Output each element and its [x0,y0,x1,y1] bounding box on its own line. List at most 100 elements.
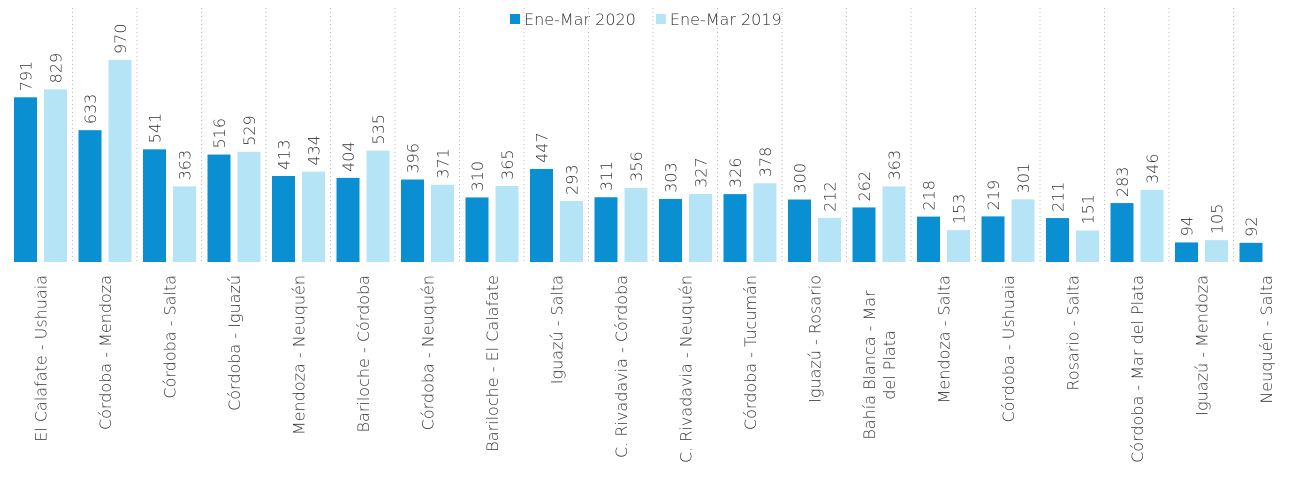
bar [366,150,390,262]
bar [465,197,489,262]
legend-swatch [510,14,520,24]
legend-swatch [655,14,666,24]
bar [237,151,261,262]
bar [78,130,102,262]
label-line: del Plata [880,330,899,400]
value-label: 529 [240,115,259,146]
value-label: 211 [1049,182,1068,213]
bar [723,194,747,262]
value-label: 151 [1079,194,1098,225]
value-label: 633 [81,94,100,125]
bar [689,193,712,262]
x-tick-label: Córdoba - Ushuaia [999,275,1018,423]
value-label: 356 [627,151,646,182]
value-label: 447 [533,132,552,163]
bar [624,187,648,262]
legend-label: Ene-Mar 2019 [670,10,782,29]
value-label: 310 [468,161,487,192]
bar [495,185,519,262]
value-label: 363 [176,150,195,181]
bar [1076,230,1099,262]
bar [302,171,325,262]
value-label: 326 [726,158,745,189]
x-tick-label: Córdoba - Iguazú [225,275,244,411]
bar [560,200,583,262]
value-label: 262 [855,171,874,202]
x-tick-label: Córdoba - Tucumán [741,275,760,430]
bar [1205,240,1228,262]
x-tick-label: Córdoba - Mar del Plata [1128,275,1147,463]
bar [530,168,553,262]
bar [788,199,811,262]
x-tick-label: Córdoba - Salta [160,275,179,399]
value-label: 363 [885,150,904,181]
value-label: 396 [404,143,423,174]
bar [917,216,940,262]
bar [1046,218,1069,262]
value-label: 105 [1208,204,1227,235]
bar [143,149,166,262]
x-tick-label: Iguazú - Rosario [805,275,824,403]
x-tick-label: Córdoba - Mendoza [96,275,115,430]
value-label: 516 [210,118,229,149]
x-tick-label: Mendoza - Salta [934,275,953,403]
value-label: 434 [305,135,324,166]
bar [659,198,682,262]
value-label: 535 [369,114,388,145]
value-label: 371 [434,148,453,179]
value-label: 541 [146,113,165,144]
bar [336,177,360,262]
bar [981,216,1005,262]
x-tick-label: El Calafate - Ushuaia [31,275,50,442]
legend-label: Ene-Mar 2020 [524,10,636,29]
bar [14,97,37,262]
bar [947,230,970,262]
bar [401,179,424,262]
x-tick-label: Bariloche - El Calafate [483,275,502,452]
bar [207,154,231,262]
x-tick-label: C. Rivadavia - Neuquén [676,275,695,463]
bar [1239,242,1263,262]
bar [852,207,876,262]
value-label: 378 [756,147,775,178]
value-label: 365 [498,149,517,180]
bar [818,217,841,262]
bar [1140,189,1164,262]
value-label: 293 [563,164,582,195]
x-tick-label: Iguazú - Mendoza [1192,275,1211,416]
value-label: 303 [662,162,681,193]
bar [431,184,454,262]
x-tick-label: Neuquén - Salta [1257,275,1276,404]
value-label: 218 [920,180,939,211]
value-label: 300 [791,163,810,194]
bar [1110,203,1134,262]
bar [108,60,132,262]
value-label: 404 [339,141,358,172]
bar [882,186,906,262]
bar [594,197,618,262]
x-tick-label: Bahía Blanca - Mardel Plata [860,290,899,440]
label-line: Bahía Blanca - Mar [860,290,879,440]
bar [1175,242,1198,262]
bar [753,183,777,262]
value-label: 413 [275,139,294,170]
x-tick-label: Rosario - Salta [1063,275,1082,391]
value-label: 219 [984,180,1003,211]
x-tick-label: Córdoba - Neuquén [418,275,437,430]
value-label: 94 [1178,216,1197,236]
value-label: 327 [692,157,711,188]
value-label: 301 [1014,163,1033,194]
x-tick-label: Iguazú - Salta [547,275,566,384]
bar [272,175,295,262]
bar [1011,199,1035,262]
bar [173,186,196,262]
value-label: 212 [821,181,840,212]
x-tick-label: Bariloche - Córdoba [354,275,373,432]
value-label: 311 [597,161,616,192]
value-label: 970 [111,23,130,54]
value-label: 92 [1242,216,1261,236]
bar [44,89,67,262]
value-label: 791 [17,61,36,92]
value-label: 346 [1143,153,1162,184]
value-label: 153 [950,194,969,225]
